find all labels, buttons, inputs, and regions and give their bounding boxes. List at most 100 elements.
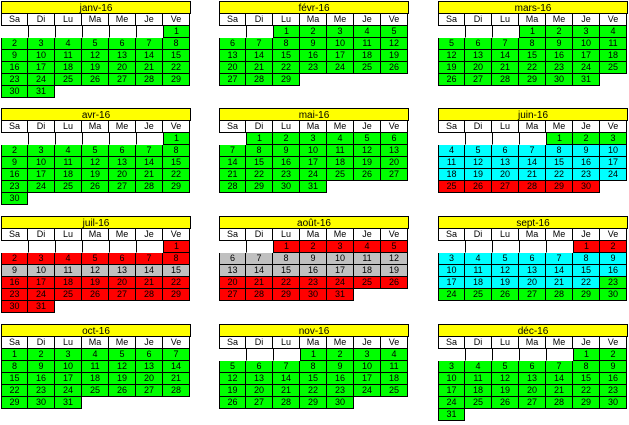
day-cell[interactable]: 21	[219, 169, 246, 181]
day-cell[interactable]: 29	[273, 74, 300, 86]
day-cell[interactable]: 12	[219, 373, 246, 385]
day-cell[interactable]: 21	[246, 277, 273, 289]
day-cell[interactable]: 12	[82, 50, 109, 62]
day-cell[interactable]: 7	[519, 145, 546, 157]
day-cell[interactable]: 14	[546, 373, 573, 385]
day-cell[interactable]: 8	[519, 38, 546, 50]
day-cell[interactable]: 25	[381, 385, 408, 397]
day-cell[interactable]: 8	[573, 361, 600, 373]
day-cell[interactable]: 3	[327, 26, 354, 38]
day-cell[interactable]: 16	[273, 157, 300, 169]
day-cell[interactable]: 22	[573, 277, 600, 289]
day-cell[interactable]: 28	[246, 74, 273, 86]
day-cell[interactable]: 25	[600, 62, 627, 74]
day-cell[interactable]: 7	[219, 145, 246, 157]
day-cell[interactable]: 5	[109, 349, 136, 361]
day-cell[interactable]: 1	[573, 241, 600, 253]
day-cell[interactable]: 7	[546, 361, 573, 373]
day-cell[interactable]: 22	[573, 385, 600, 397]
day-cell[interactable]: 18	[55, 169, 82, 181]
day-cell[interactable]: 11	[600, 38, 627, 50]
day-cell[interactable]: 2	[1, 253, 28, 265]
day-cell[interactable]: 29	[519, 74, 546, 86]
day-cell[interactable]: 18	[465, 385, 492, 397]
day-cell[interactable]: 13	[492, 157, 519, 169]
day-cell[interactable]: 10	[28, 157, 55, 169]
day-cell[interactable]: 25	[55, 289, 82, 301]
day-cell[interactable]: 21	[136, 277, 163, 289]
day-cell[interactable]: 2	[1, 145, 28, 157]
day-cell[interactable]: 4	[354, 26, 381, 38]
day-cell[interactable]: 31	[573, 74, 600, 86]
day-cell[interactable]: 7	[246, 253, 273, 265]
day-cell[interactable]: 16	[1, 169, 28, 181]
day-cell[interactable]: 10	[573, 38, 600, 50]
day-cell[interactable]: 29	[163, 289, 190, 301]
day-cell[interactable]: 6	[246, 361, 273, 373]
day-cell[interactable]: 12	[82, 157, 109, 169]
day-cell[interactable]: 2	[600, 349, 627, 361]
day-cell[interactable]: 10	[55, 361, 82, 373]
day-cell[interactable]: 15	[546, 157, 573, 169]
day-cell[interactable]: 13	[109, 265, 136, 277]
day-cell[interactable]: 3	[438, 253, 465, 265]
day-cell[interactable]: 4	[381, 349, 408, 361]
day-cell[interactable]: 10	[354, 361, 381, 373]
day-cell[interactable]: 10	[327, 253, 354, 265]
day-cell[interactable]: 18	[354, 50, 381, 62]
day-cell[interactable]: 30	[273, 181, 300, 193]
day-cell[interactable]: 21	[246, 62, 273, 74]
day-cell[interactable]: 23	[573, 169, 600, 181]
day-cell[interactable]: 19	[82, 62, 109, 74]
day-cell[interactable]: 17	[28, 169, 55, 181]
day-cell[interactable]: 23	[1, 181, 28, 193]
day-cell[interactable]: 20	[492, 169, 519, 181]
day-cell[interactable]: 18	[55, 277, 82, 289]
day-cell[interactable]: 2	[573, 133, 600, 145]
day-cell[interactable]: 1	[273, 26, 300, 38]
day-cell[interactable]: 27	[519, 397, 546, 409]
day-cell[interactable]: 7	[246, 38, 273, 50]
day-cell[interactable]: 22	[246, 169, 273, 181]
day-cell[interactable]: 4	[354, 241, 381, 253]
day-cell[interactable]: 11	[55, 50, 82, 62]
day-cell[interactable]: 22	[163, 169, 190, 181]
day-cell[interactable]: 13	[219, 265, 246, 277]
day-cell[interactable]: 11	[55, 265, 82, 277]
day-cell[interactable]: 19	[492, 277, 519, 289]
day-cell[interactable]: 26	[82, 74, 109, 86]
day-cell[interactable]: 29	[246, 181, 273, 193]
day-cell[interactable]: 31	[55, 397, 82, 409]
day-cell[interactable]: 5	[82, 145, 109, 157]
day-cell[interactable]: 20	[219, 62, 246, 74]
day-cell[interactable]: 17	[573, 50, 600, 62]
day-cell[interactable]: 28	[546, 289, 573, 301]
day-cell[interactable]: 25	[438, 181, 465, 193]
day-cell[interactable]: 28	[492, 74, 519, 86]
day-cell[interactable]: 23	[273, 169, 300, 181]
day-cell[interactable]: 24	[327, 277, 354, 289]
day-cell[interactable]: 7	[492, 38, 519, 50]
day-cell[interactable]: 2	[546, 26, 573, 38]
day-cell[interactable]: 13	[109, 157, 136, 169]
day-cell[interactable]: 9	[273, 145, 300, 157]
day-cell[interactable]: 26	[492, 397, 519, 409]
day-cell[interactable]: 21	[546, 277, 573, 289]
day-cell[interactable]: 20	[136, 373, 163, 385]
day-cell[interactable]: 26	[109, 385, 136, 397]
day-cell[interactable]: 2	[300, 241, 327, 253]
day-cell[interactable]: 18	[600, 50, 627, 62]
day-cell[interactable]: 3	[28, 145, 55, 157]
day-cell[interactable]: 23	[600, 277, 627, 289]
day-cell[interactable]: 1	[1, 349, 28, 361]
day-cell[interactable]: 27	[246, 397, 273, 409]
day-cell[interactable]: 15	[163, 50, 190, 62]
day-cell[interactable]: 4	[82, 349, 109, 361]
day-cell[interactable]: 22	[273, 277, 300, 289]
day-cell[interactable]: 29	[273, 289, 300, 301]
day-cell[interactable]: 9	[1, 265, 28, 277]
day-cell[interactable]: 23	[1, 74, 28, 86]
day-cell[interactable]: 11	[465, 373, 492, 385]
day-cell[interactable]: 27	[109, 181, 136, 193]
day-cell[interactable]: 21	[136, 169, 163, 181]
